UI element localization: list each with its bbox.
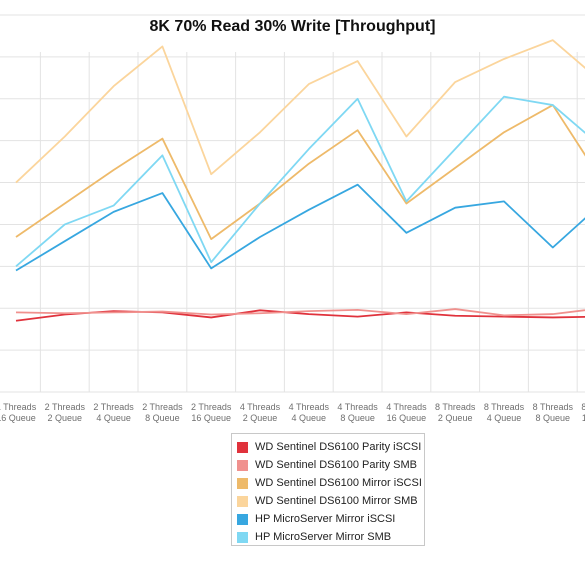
x-tick-label: 4 Threads 4 Queue xyxy=(289,402,330,423)
legend-swatch xyxy=(237,531,248,543)
series-line-wd-sentinel-ds6100-parity-smb xyxy=(15,308,585,317)
x-tick-label: 8 Threads 8 Queue xyxy=(533,402,574,423)
series-line-wd-sentinel-ds6100-mirror-iscsi xyxy=(15,104,585,241)
legend-label: HP MicroServer Mirror SMB xyxy=(255,531,392,543)
legend-label: WD Sentinel DS6100 Parity SMB xyxy=(255,459,418,471)
x-tick-label: 2 Threads 16 Queue xyxy=(191,402,232,423)
legend-item-hp-microserver-mirror-iscsi: HP MicroServer Mirror iSCSI xyxy=(237,510,424,528)
series-line-hp-microserver-mirror-smb xyxy=(15,95,585,268)
legend-swatch xyxy=(237,513,248,525)
legend-label: WD Sentinel DS6100 Mirror iSCSI xyxy=(255,477,422,489)
series-line-hp-microserver-mirror-iscsi xyxy=(15,183,585,272)
chart-legend: WD Sentinel DS6100 Parity iSCSI WD Sentin… xyxy=(231,433,425,546)
x-tick-label: 4 Threads 16 Queue xyxy=(386,402,427,423)
legend-swatch xyxy=(237,459,248,471)
legend-item-wd-sentinel-ds6100-mirror-iscsi: WD Sentinel DS6100 Mirror iSCSI xyxy=(237,474,424,492)
x-tick-label: 8 Threads 2 Queue xyxy=(435,402,476,423)
x-tick-label: 4 Threads 2 Queue xyxy=(240,402,281,423)
x-tick-label: 2 Threads 8 Queue xyxy=(142,402,183,423)
legend-swatch xyxy=(237,495,248,507)
x-tick-label: 8 Threads 4 Queue xyxy=(484,402,525,423)
legend-item-hp-microserver-mirror-smb: HP MicroServer Mirror SMB xyxy=(237,528,424,546)
x-tick-label: 2 Threads 2 Queue xyxy=(45,402,86,423)
series-line-wd-sentinel-ds6100-mirror-smb xyxy=(15,39,585,184)
legend-swatch xyxy=(237,477,248,489)
legend-swatch xyxy=(237,441,248,453)
legend-label: HP MicroServer Mirror iSCSI xyxy=(255,513,396,525)
x-tick-label: 4 Threads 8 Queue xyxy=(337,402,378,423)
legend-label: WD Sentinel DS6100 Mirror SMB xyxy=(255,495,418,507)
legend-label: WD Sentinel DS6100 Parity iSCSI xyxy=(255,441,422,453)
legend-item-wd-sentinel-ds6100-parity-smb: WD Sentinel DS6100 Parity SMB xyxy=(237,456,424,474)
legend-item-wd-sentinel-ds6100-mirror-smb: WD Sentinel DS6100 Mirror SMB xyxy=(237,492,424,510)
x-tick-label: 2 Threads 4 Queue xyxy=(93,402,134,423)
chart-title: 8K 70% Read 30% Write [Throughput] xyxy=(149,18,436,35)
legend-item-wd-sentinel-ds6100-parity-iscsi: WD Sentinel DS6100 Parity iSCSI xyxy=(237,438,424,456)
